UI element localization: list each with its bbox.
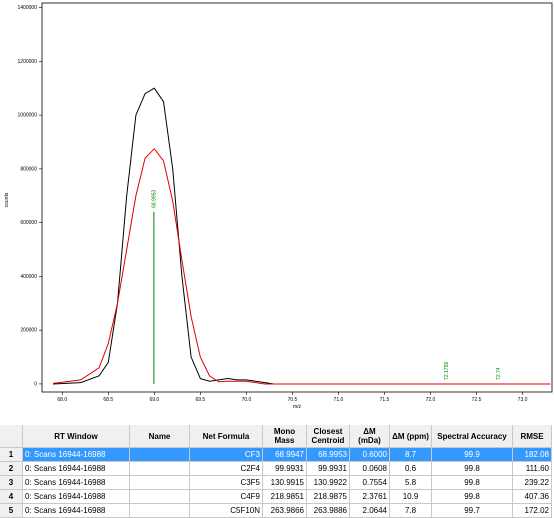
y-tick-label: 800000 [20, 166, 37, 172]
row-number[interactable]: 5 [0, 504, 23, 518]
column-header[interactable]: ΔM (ppm) [390, 425, 432, 448]
table-cell[interactable]: 99.9931 [307, 462, 350, 476]
plot-frame [41, 2, 553, 393]
x-tick-label: 72.0 [426, 397, 436, 403]
table-cell[interactable]: 111.60 [513, 462, 552, 476]
table-cell[interactable]: 0.6 [390, 462, 432, 476]
table-cell[interactable]: 99.8 [432, 462, 513, 476]
column-header[interactable]: Mono Mass [263, 425, 307, 448]
table-cell[interactable]: C3F5 [190, 476, 263, 490]
table-cell[interactable]: C2F4 [190, 462, 263, 476]
x-tick-label: 73.0 [518, 397, 528, 403]
y-tick-label: 1400000 [18, 5, 38, 11]
table-cell[interactable]: 0: Scans 16944-16988 [23, 448, 130, 462]
table-cell[interactable]: 99.7 [432, 504, 513, 518]
spectrum-chart: counts m/z 0 200000 400000 600000 800000 1000… [4, 2, 553, 410]
table-cell[interactable]: 10.9 [390, 490, 432, 504]
table-cell[interactable]: 99.8 [432, 476, 513, 490]
table-cell[interactable]: 130.9922 [307, 476, 350, 490]
header-corner [0, 425, 23, 448]
row-number[interactable]: 3 [0, 476, 23, 490]
table-cell[interactable]: 407.36 [513, 490, 552, 504]
name-cell[interactable] [130, 504, 190, 518]
table-cell[interactable]: 0.0608 [350, 462, 390, 476]
x-tick-label: 72.5 [472, 397, 482, 403]
column-header[interactable]: ΔM (mDa) [350, 425, 390, 448]
y-tick-label: 200000 [20, 328, 37, 334]
table-cell[interactable]: 0: Scans 16944-16988 [23, 504, 130, 518]
table-cell[interactable]: 68.9953 [307, 448, 350, 462]
column-header[interactable]: RT Window [23, 425, 130, 448]
x-axis-label: m/z [293, 404, 302, 410]
results-table: RT Window Name Net Formula Mono Mass Closest… [0, 425, 552, 518]
table-cell[interactable]: 263.9886 [307, 504, 350, 518]
column-header[interactable]: Closest Centroid [307, 425, 350, 448]
x-tick-label: 68.5 [103, 397, 113, 403]
y-tick-label: 1000000 [18, 113, 38, 119]
row-number[interactable]: 1 [0, 448, 23, 462]
centroid-label: 72.1759 [444, 362, 450, 380]
y-tick-label: 0 [34, 381, 37, 387]
table-cell[interactable]: 239.22 [513, 476, 552, 490]
table-cell[interactable]: 263.9866 [263, 504, 307, 518]
name-cell[interactable] [130, 476, 190, 490]
x-tick-label: 71.0 [334, 397, 344, 403]
table-cell[interactable]: 5.8 [390, 476, 432, 490]
table-cell[interactable]: 99.9931 [263, 462, 307, 476]
column-header[interactable]: RMSE [513, 425, 552, 448]
table-cell[interactable]: 99.9 [432, 448, 513, 462]
name-cell[interactable] [130, 490, 190, 504]
column-header[interactable]: Spectral Accuracy [432, 425, 513, 448]
x-tick-label: 71.5 [380, 397, 390, 403]
row-number[interactable]: 2 [0, 462, 23, 476]
table-cell[interactable]: 182.08 [513, 448, 552, 462]
table-cell[interactable]: 2.0644 [350, 504, 390, 518]
centroid-label: 68.9953 [151, 190, 157, 208]
table-cell[interactable]: 0: Scans 16944-16988 [23, 490, 130, 504]
table-cell[interactable]: C5F10N [190, 504, 263, 518]
y-axis-label: counts [4, 192, 10, 207]
table-cell[interactable]: 99.8 [432, 490, 513, 504]
x-tick-label: 69.5 [195, 397, 205, 403]
table-cell[interactable]: 0.7554 [350, 476, 390, 490]
table-cell[interactable]: CF3 [190, 448, 263, 462]
name-cell[interactable] [130, 462, 190, 476]
spectrum-line [53, 87, 551, 385]
row-number[interactable]: 4 [0, 490, 23, 504]
table-cell[interactable]: 7.8 [390, 504, 432, 518]
x-tick-label: 69.0 [149, 397, 159, 403]
table-cell[interactable]: 2.3761 [350, 490, 390, 504]
spectrum-line [52, 147, 551, 385]
table-cell[interactable]: 130.9915 [263, 476, 307, 490]
table-cell[interactable]: C4F9 [190, 490, 263, 504]
name-cell[interactable] [130, 448, 190, 462]
column-header[interactable]: Name [130, 425, 190, 448]
centroid-label: 72.74 [496, 367, 502, 380]
table-cell[interactable]: 172.02 [513, 504, 552, 518]
table-cell[interactable]: 218.9875 [307, 490, 350, 504]
table-cell[interactable]: 0: Scans 16944-16988 [23, 476, 130, 490]
table-cell[interactable]: 218.9851 [263, 490, 307, 504]
table-cell[interactable]: 68.9947 [263, 448, 307, 462]
y-tick-label: 400000 [20, 274, 37, 280]
table-cell[interactable]: 8.7 [390, 448, 432, 462]
x-tick-label: 70.5 [288, 397, 298, 403]
table-cell[interactable]: 0: Scans 16944-16988 [23, 462, 130, 476]
x-tick-label: 70.0 [242, 397, 252, 403]
column-header[interactable]: Net Formula [190, 425, 263, 448]
y-tick-label: 1200000 [18, 59, 38, 65]
table-cell[interactable]: 0.6000 [350, 448, 390, 462]
x-tick-label: 68.0 [57, 397, 67, 403]
y-tick-label: 600000 [20, 220, 37, 226]
